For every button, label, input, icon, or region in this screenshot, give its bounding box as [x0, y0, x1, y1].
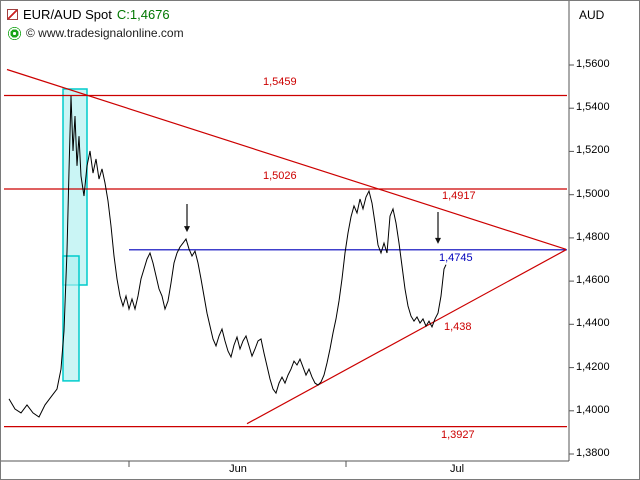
trendline-ascending-support[interactable]	[246, 249, 567, 425]
y-tick-label: 1,5400	[576, 101, 610, 114]
level-label-15026[interactable]: 1,5026	[263, 170, 297, 182]
watermark-text: © www.tradesignalonline.com	[26, 26, 184, 40]
price-series[interactable]	[8, 95, 447, 418]
y-tick-label: 1,4200	[576, 360, 610, 373]
y-tick-label: 1,4400	[576, 317, 610, 330]
annotation-arrow-head	[435, 237, 441, 244]
annotation-arrow-head	[184, 226, 190, 233]
x-axis-label-jul: Jul	[449, 463, 465, 475]
y-tick-label: 1,5200	[576, 144, 610, 157]
trendline-descending-resistance[interactable]	[6, 68, 567, 250]
y-tick-label: 1,3800	[576, 447, 610, 459]
instrument-icon	[7, 9, 18, 20]
x-axis-label-jun: Jun	[229, 463, 247, 475]
currency-label: AUD	[579, 8, 605, 22]
trendline-label-1438[interactable]: 1,438	[444, 321, 472, 333]
trendline-label-14917[interactable]: 1,4917	[442, 190, 476, 202]
close-price: C:1,4676	[116, 7, 170, 22]
watermark: © www.tradesignalonline.com	[8, 26, 184, 40]
y-tick-label: 1,4000	[576, 403, 610, 416]
level-label-13927[interactable]: 1,3927	[441, 429, 475, 441]
highlight-zone[interactable]	[62, 255, 80, 382]
y-tick-label: 1,4800	[576, 230, 610, 243]
chart-header: EUR/AUD Spot C:1,4676	[7, 7, 170, 22]
level-label-14745[interactable]: 1,4745	[439, 252, 473, 264]
instrument-title: EUR/AUD Spot	[23, 7, 112, 22]
y-tick-label: 1,5000	[576, 187, 610, 200]
y-tick-label: 1,5600	[576, 58, 610, 70]
level-label-15459[interactable]: 1,5459	[263, 76, 297, 88]
tradesignal-logo-icon	[8, 26, 21, 40]
y-tick-label: 1,4600	[576, 274, 610, 287]
